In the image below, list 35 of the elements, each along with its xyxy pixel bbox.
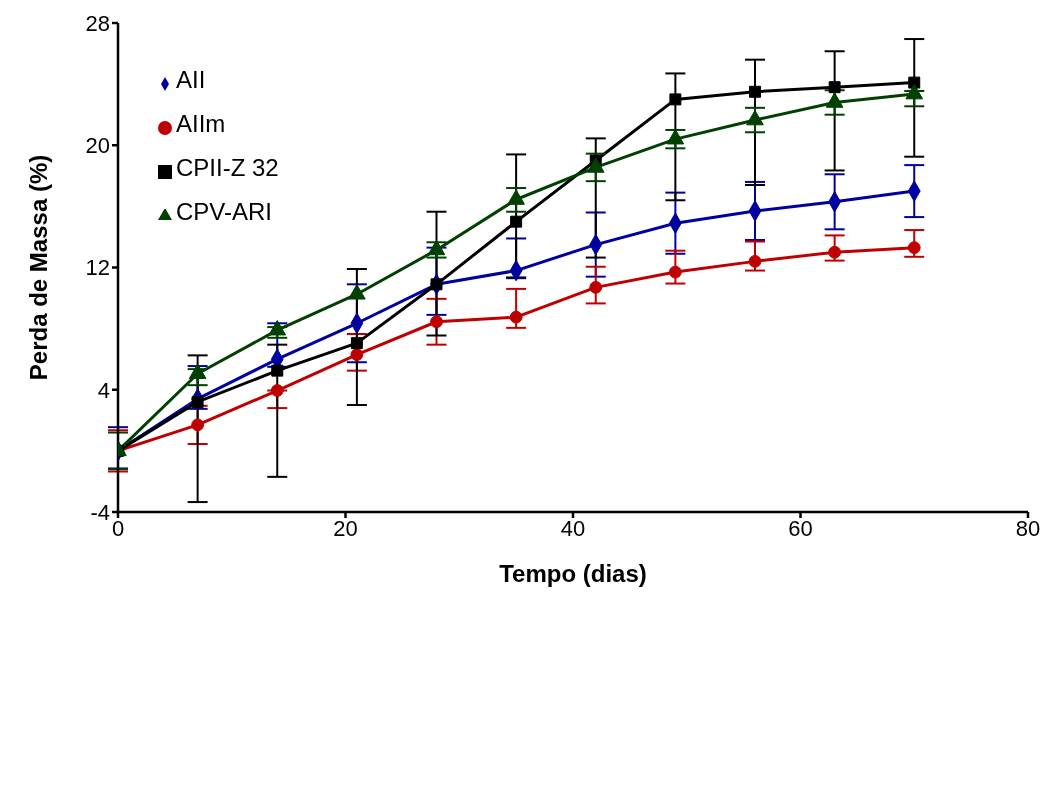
legend-label: CPV-ARI: [176, 198, 273, 225]
point: [350, 348, 364, 362]
x-tick-label: 0: [111, 515, 125, 541]
point: [509, 310, 523, 324]
point: [669, 93, 682, 106]
point: [430, 278, 443, 291]
y-tick-label: -4: [90, 499, 110, 525]
point: [191, 418, 205, 432]
x-tick-label: 20: [333, 515, 358, 541]
point: [749, 85, 761, 98]
point: [589, 280, 603, 294]
x-axis-title: Tempo (dias): [499, 560, 647, 587]
point: [510, 215, 523, 228]
x-tick-label: 80: [1015, 515, 1041, 541]
x-tick-label: 40: [560, 515, 586, 541]
legend-label: AII: [176, 66, 206, 93]
y-tick-label: 12: [85, 255, 110, 281]
point: [666, 129, 685, 145]
point: [668, 265, 682, 279]
y-tick-label: 28: [85, 10, 110, 36]
point: [350, 337, 363, 350]
point: [748, 254, 762, 268]
point: [828, 245, 842, 259]
point: [191, 396, 204, 408]
point: [271, 364, 284, 377]
point: [828, 81, 841, 94]
y-tick-label: 20: [85, 133, 110, 159]
point: [430, 315, 443, 329]
y-tick-label: 4: [97, 377, 110, 403]
point: [270, 384, 284, 397]
legend-label: AIIm: [176, 110, 226, 137]
legend-label: CPII-Z 32: [176, 154, 279, 181]
y-axis-title: Perda de Massa (%): [24, 154, 52, 381]
x-tick-label: 60: [788, 515, 813, 541]
point: [907, 241, 921, 255]
